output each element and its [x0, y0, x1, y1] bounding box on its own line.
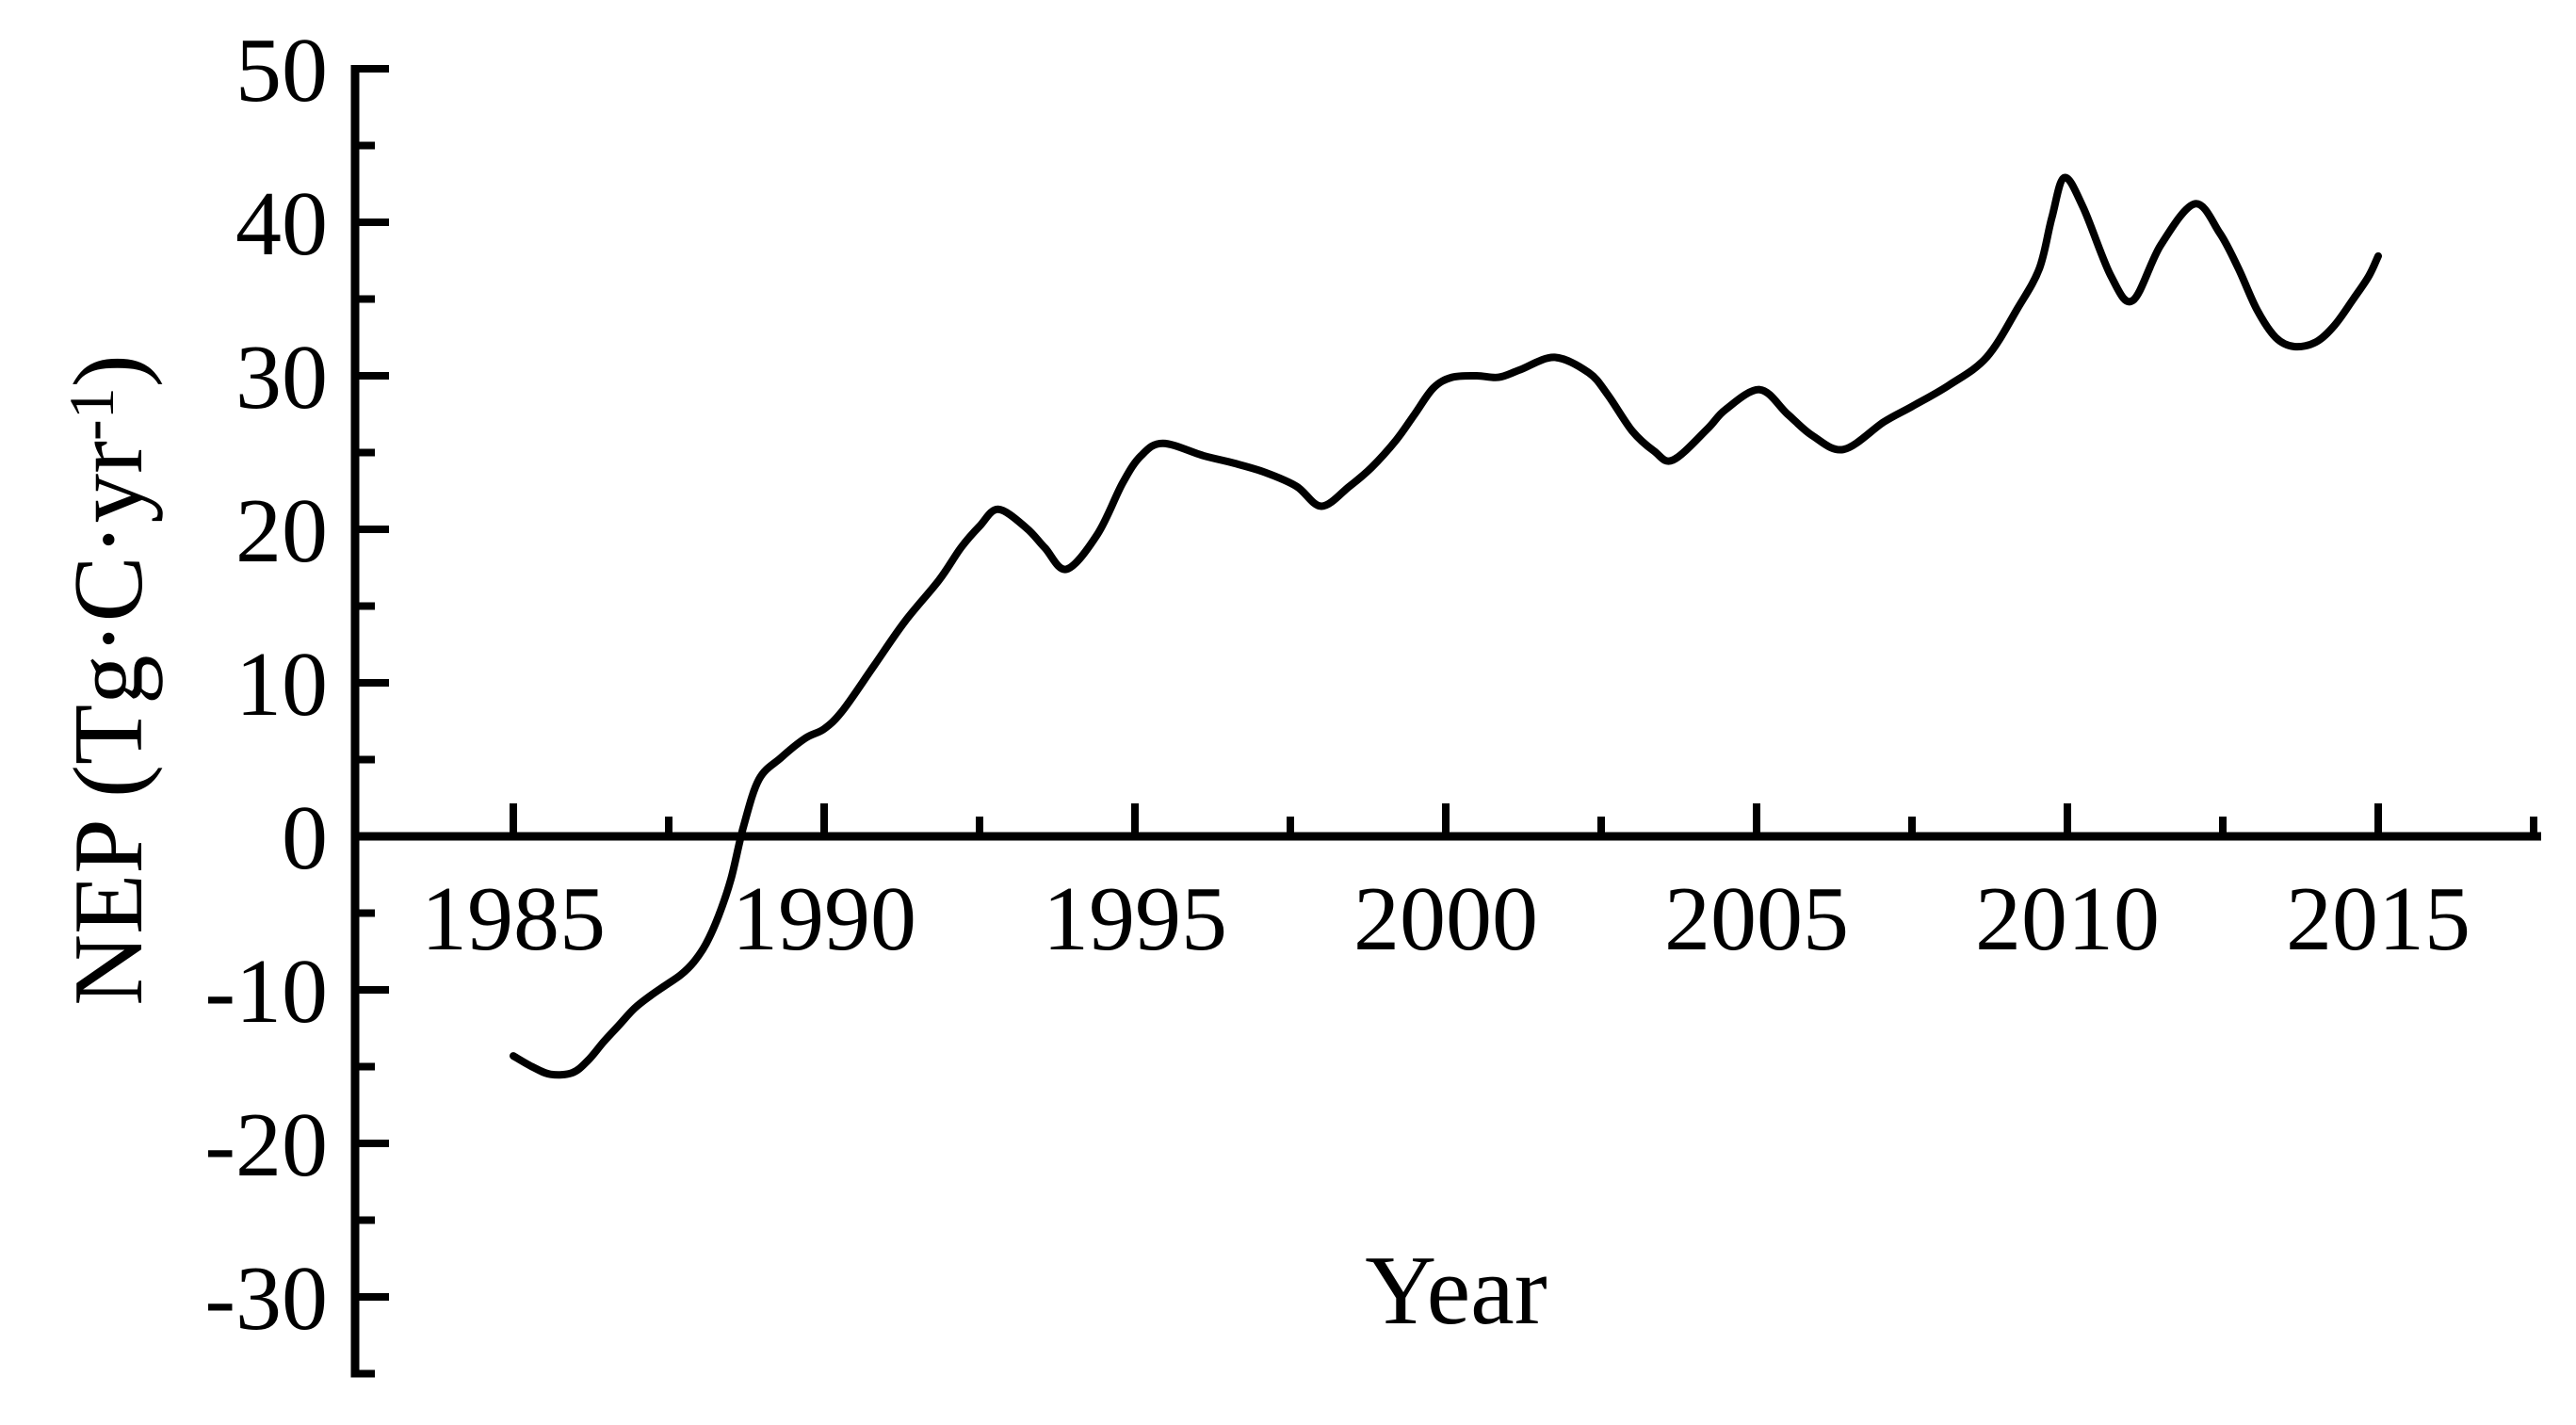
y-tick-label--30: -30: [204, 1248, 328, 1350]
y-tick-label-20: 20: [235, 480, 328, 582]
y-tick-label-40: 40: [235, 173, 328, 275]
x-tick-labels: 1985 1990 1995 2000 2005 2010 2015: [421, 868, 2471, 970]
x-tick-label-1990: 1990: [732, 868, 916, 970]
y-tick-label--20: -20: [204, 1094, 328, 1196]
y-axis: [350, 65, 389, 1378]
x-tick-label-2015: 2015: [2286, 868, 2471, 970]
x-tick-label-1985: 1985: [421, 868, 606, 970]
y-axis-title-close-paren: ): [53, 354, 163, 387]
nep-series-line: [510, 173, 2382, 1079]
x-tick-label-2005: 2005: [1664, 868, 1849, 970]
y-tick-label-0: 0: [282, 787, 328, 889]
x-tick-label-2010: 2010: [1975, 868, 2160, 970]
x-axis-title: Year: [1365, 1235, 1547, 1345]
x-axis: [351, 803, 2541, 841]
y-axis-title: NEP (Tg·C·yr-1): [53, 354, 163, 1005]
y-tick-label-30: 30: [235, 327, 328, 429]
x-tick-label-2000: 2000: [1353, 868, 1538, 970]
y-tick-label-10: 10: [235, 634, 328, 736]
y-axis-title-main: NEP (Tg·C·yr: [53, 441, 163, 1006]
y-axis-title-superscript: -1: [56, 387, 127, 441]
y-tick-label-50: 50: [235, 20, 328, 121]
y-tick-labels: 50 40 30 20 10 0 -10 -20 -30: [204, 20, 328, 1350]
x-tick-label-1995: 1995: [1043, 868, 1227, 970]
y-tick-label--10: -10: [204, 941, 328, 1043]
